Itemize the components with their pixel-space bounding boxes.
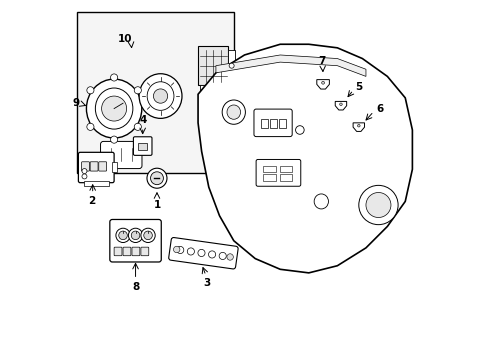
Bar — [83, 180, 108, 186]
Polygon shape — [352, 123, 364, 131]
Bar — [279, 166, 291, 172]
Circle shape — [173, 246, 180, 253]
Ellipse shape — [153, 89, 167, 103]
Circle shape — [141, 228, 155, 243]
Text: 3: 3 — [203, 278, 210, 288]
Bar — [200, 85, 226, 93]
Ellipse shape — [222, 100, 245, 124]
Circle shape — [128, 228, 142, 243]
Text: 6: 6 — [376, 104, 383, 113]
Text: 4: 4 — [139, 114, 146, 125]
Text: 8: 8 — [132, 282, 139, 292]
Circle shape — [134, 123, 141, 130]
Circle shape — [150, 172, 163, 185]
Bar — [112, 162, 117, 172]
FancyBboxPatch shape — [132, 247, 140, 256]
Circle shape — [219, 252, 226, 260]
Text: 9: 9 — [72, 98, 79, 108]
Circle shape — [82, 168, 87, 174]
Circle shape — [357, 125, 359, 127]
Circle shape — [87, 87, 94, 94]
FancyBboxPatch shape — [90, 162, 98, 171]
Polygon shape — [216, 55, 365, 76]
FancyBboxPatch shape — [114, 247, 122, 256]
Circle shape — [131, 231, 140, 240]
Bar — [263, 174, 275, 181]
FancyBboxPatch shape — [141, 247, 148, 256]
Polygon shape — [335, 102, 346, 110]
Ellipse shape — [147, 82, 174, 111]
Bar — [138, 143, 147, 150]
Ellipse shape — [95, 88, 133, 129]
Circle shape — [147, 168, 166, 188]
FancyBboxPatch shape — [256, 159, 300, 186]
Circle shape — [365, 193, 390, 217]
Circle shape — [226, 254, 233, 260]
Polygon shape — [316, 80, 329, 89]
Circle shape — [187, 248, 194, 255]
Polygon shape — [198, 44, 411, 273]
FancyBboxPatch shape — [99, 162, 106, 171]
Bar — [198, 46, 228, 85]
Text: 1: 1 — [153, 200, 160, 210]
Circle shape — [143, 231, 152, 240]
Bar — [261, 119, 267, 128]
Text: 7: 7 — [318, 56, 325, 66]
Circle shape — [134, 87, 141, 94]
Ellipse shape — [313, 194, 328, 209]
Circle shape — [176, 246, 183, 253]
FancyBboxPatch shape — [78, 152, 114, 183]
Bar — [263, 166, 275, 172]
Circle shape — [119, 231, 127, 240]
Circle shape — [229, 63, 234, 68]
Text: 10: 10 — [117, 34, 132, 44]
Circle shape — [110, 136, 118, 143]
Circle shape — [198, 249, 204, 257]
Circle shape — [295, 126, 304, 134]
Circle shape — [321, 81, 324, 84]
FancyBboxPatch shape — [81, 162, 89, 171]
FancyBboxPatch shape — [133, 137, 152, 156]
FancyBboxPatch shape — [110, 220, 161, 262]
Bar — [270, 119, 276, 128]
Circle shape — [339, 103, 342, 105]
Bar — [228, 50, 234, 82]
FancyBboxPatch shape — [101, 141, 142, 168]
Circle shape — [116, 228, 130, 243]
FancyBboxPatch shape — [123, 247, 131, 256]
Circle shape — [82, 174, 87, 179]
Ellipse shape — [102, 96, 126, 121]
Bar — [279, 119, 285, 128]
Bar — [77, 12, 233, 173]
Text: 5: 5 — [354, 82, 362, 92]
Circle shape — [87, 123, 94, 130]
Circle shape — [208, 251, 215, 258]
FancyBboxPatch shape — [253, 109, 292, 136]
Bar — [279, 174, 291, 181]
Ellipse shape — [139, 74, 182, 118]
Text: 2: 2 — [88, 196, 95, 206]
Ellipse shape — [226, 105, 240, 119]
Ellipse shape — [86, 79, 142, 138]
Circle shape — [110, 74, 118, 81]
Circle shape — [358, 185, 397, 225]
FancyBboxPatch shape — [168, 238, 238, 269]
